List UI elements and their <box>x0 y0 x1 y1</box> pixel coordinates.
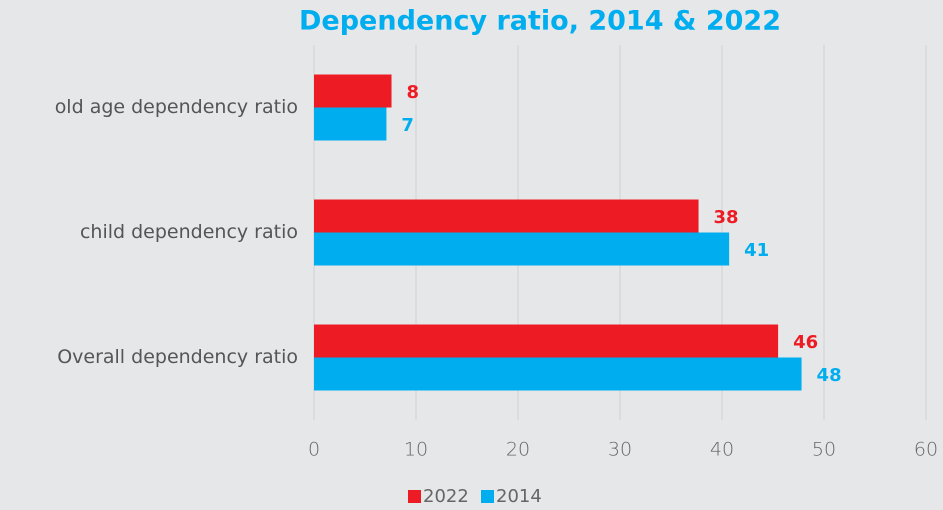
x-tick-label: 30 <box>608 439 632 461</box>
y-tick-label: old age dependency ratio <box>55 96 298 118</box>
x-tick-label: 40 <box>710 439 734 461</box>
data-label: 7 <box>401 115 414 136</box>
legend-label: 2014 <box>496 486 542 507</box>
y-tick-label: child dependency ratio <box>80 221 298 243</box>
bar <box>314 199 699 233</box>
data-label: 48 <box>817 365 842 386</box>
data-label: 8 <box>407 82 420 103</box>
data-label: 38 <box>714 207 739 228</box>
x-tick-label: 10 <box>404 439 428 461</box>
x-tick-label: 0 <box>308 439 320 461</box>
x-tick-label: 20 <box>506 439 530 461</box>
bar <box>314 232 730 266</box>
data-label: 46 <box>793 332 818 353</box>
chart-title: Dependency ratio, 2014 & 2022 <box>299 6 781 37</box>
bar <box>314 74 392 108</box>
bar <box>314 324 779 358</box>
legend-swatch <box>481 490 494 503</box>
bar <box>314 357 802 391</box>
legend-label: 2022 <box>423 486 469 507</box>
x-tick-label: 60 <box>914 439 938 461</box>
data-label: 41 <box>744 240 769 261</box>
bar <box>314 107 387 141</box>
x-tick-label: 50 <box>812 439 836 461</box>
y-tick-label: Overall dependency ratio <box>57 346 298 368</box>
legend-swatch <box>408 490 421 503</box>
